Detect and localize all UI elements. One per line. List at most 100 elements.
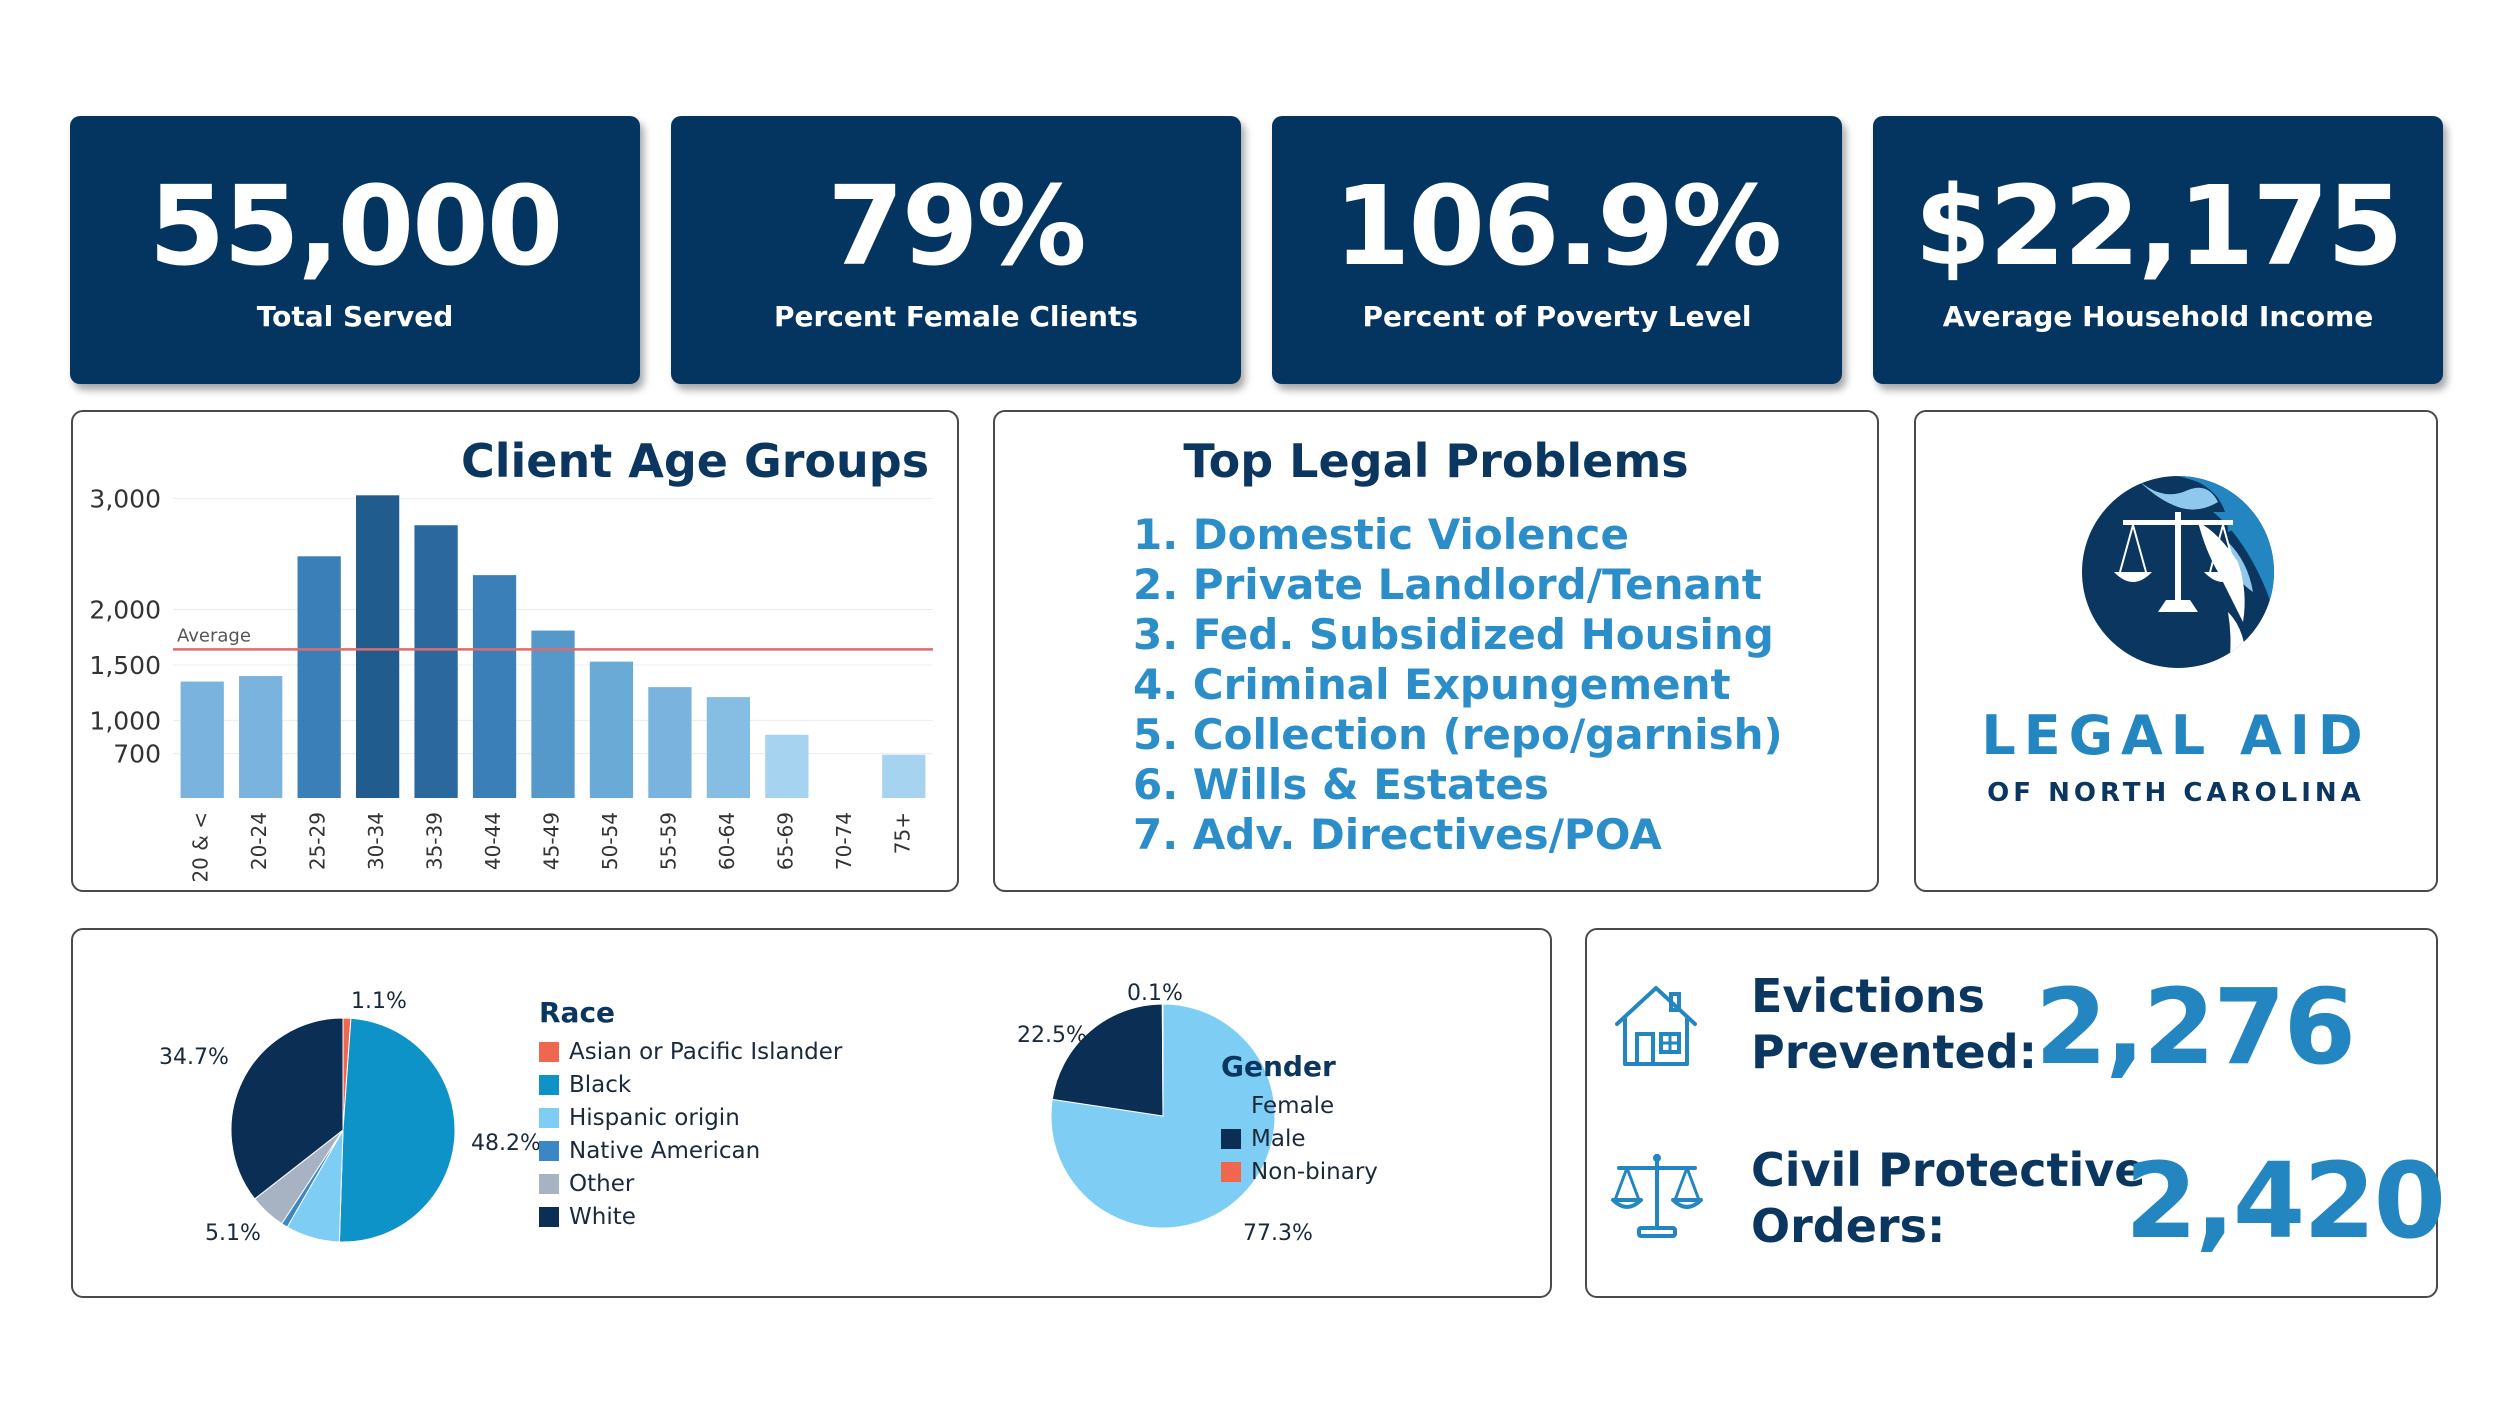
stat-value: 106.9% [1333,162,1782,290]
list-item: 1. Domestic Violence [1133,510,1629,559]
slice-label: 1.1% [351,989,407,1014]
x-tick-label: 25-29 [306,812,330,870]
bar [589,661,634,798]
list-item: 6. Wills & Estates [1133,760,1549,809]
top-legal-problems-panel: Top Legal Problems 1. Domestic Violence … [993,410,1879,892]
list-item: 5. Collection (repo/garnish) [1133,710,1783,759]
problems-title: Top Legal Problems [1183,434,1689,488]
legend-swatch [539,1140,559,1161]
x-tick-label: 75+ [890,812,914,854]
slice-label: 77.3% [1243,1221,1313,1246]
legend-item: White [539,1200,842,1233]
evictions-value: 2,276 [2035,966,2356,1088]
list-item: 2. Private Landlord/Tenant [1133,560,1762,609]
x-tick-label: 70-74 [832,812,856,870]
pie-slice [1161,1003,1164,1117]
y-tick-label: 1,000 [89,706,161,735]
age-groups-panel: Client Age Groups 700 1,000 1,500 2,000 3,00… [71,410,959,892]
legend-swatch [539,1074,559,1095]
x-tick-label: 60-64 [715,812,739,870]
legend-item: Non-binary [1221,1155,1378,1188]
protective-orders-value: 2,420 [2125,1140,2446,1262]
stat-value: 79% [827,162,1086,290]
protective-orders-label-line2: Orders: [1751,1199,1946,1253]
x-tick-label: 35-39 [423,812,447,870]
bar [239,676,283,798]
stat-card-percent-female: 79% Percent Female Clients [671,116,1241,384]
scales-icon [1611,1154,1703,1238]
stat-label: Average Household Income [1942,300,2374,333]
pie-slice [1051,1003,1164,1117]
bar [414,525,458,798]
demographics-panel: 1.1% 48.2% 5.1% 34.7% Race Asian or Pacific… [71,928,1552,1298]
legend-label: White [569,1203,636,1230]
stat-card-household-income: $22,175 Average Household Income [1873,116,2443,384]
y-tick-label: 3,000 [89,485,161,514]
slice-label: 5.1% [205,1221,261,1246]
legend-item: Hispanic origin [539,1101,842,1134]
bar [882,754,926,798]
list-item: 3. Fed. Subsidized Housing [1133,610,1774,659]
legend-title: Race [539,996,616,1029]
legend-label: Male [1251,1125,1306,1152]
house-icon [1615,986,1697,1066]
bar [531,630,575,798]
legend-swatch [539,1173,559,1194]
y-tick-label: 1,500 [89,651,161,680]
list-item: 4. Criminal Expungement [1133,660,1731,709]
legend-label: Other [569,1170,635,1197]
scales-of-justice-globe-icon [2082,476,2274,668]
brand-panel: LEGAL AID OF NORTH CAROLINA [1914,410,2438,892]
legend-swatch [539,1206,559,1227]
legend-label: Hispanic origin [569,1104,740,1131]
legend-item: Black [539,1068,842,1101]
stat-label: Percent of Poverty Level [1362,300,1752,333]
legend-label: Non-binary [1251,1158,1378,1185]
legend-item: Asian or Pacific Islander [539,1035,842,1068]
bar [180,681,224,798]
list-item: 7. Adv. Directives/POA [1133,810,1662,859]
x-tick-label: 30-34 [364,812,388,870]
bar [765,734,809,798]
legend-label: Black [569,1071,632,1098]
x-tick-label: 45-49 [540,812,564,870]
brand-subtitle: OF NORTH CAROLINA [1987,778,2365,808]
legend-swatch [539,1107,559,1128]
protective-orders-label: Civil Protective Orders: [1751,1142,2145,1254]
protective-orders-label-line1: Civil Protective [1751,1143,2146,1197]
bar [297,556,341,798]
race-pie-chart: 1.1% 48.2% 5.1% 34.7% [159,989,541,1246]
pie-slice [338,1017,456,1243]
pie-slice [230,1017,344,1200]
legend-swatch [1221,1128,1241,1149]
x-tick-label: 50-54 [598,812,622,870]
y-tick-label: 700 [113,740,161,769]
bar [355,495,400,798]
stat-card-total-served: 55,000 Total Served [70,116,640,384]
legend-swatch [1221,1161,1241,1182]
evictions-label-line1: Evictions [1751,969,1985,1023]
legend-swatch [1221,1095,1241,1116]
age-chart-title: Client Age Groups [461,434,930,488]
legend-item: Female [1221,1089,1378,1122]
legend-label: Native American [569,1137,761,1164]
x-tick-label: 20-24 [247,812,271,870]
x-tick-label: 40-44 [481,812,505,870]
gender-pie-chart: 77.3% 22.5% 0.1% [1017,981,1313,1246]
slice-label: 0.1% [1127,981,1183,1006]
slice-label: 22.5% [1017,1023,1087,1048]
legend-item: Native American [539,1134,842,1167]
race-legend: Race Asian or Pacific Islander Black Hispa… [539,996,842,1233]
bar [472,575,517,798]
bar [706,697,751,798]
legend-item: Other [539,1167,842,1200]
evictions-label: Evictions Prevented: [1751,968,2037,1080]
stat-value: $22,175 [1914,162,2403,290]
age-groups-bar-chart: 700 1,000 1,500 2,000 3,000 20 & < 20-24 25-29 3… [89,485,933,883]
stat-label: Percent Female Clients [773,300,1139,333]
gender-legend: Gender Female Male Non-binary [1221,1050,1378,1188]
evictions-label-line2: Prevented: [1751,1025,2038,1079]
stat-value: 55,000 [148,162,563,290]
brand-name: LEGAL AID [1981,704,2371,767]
legend-label: Female [1251,1092,1335,1119]
